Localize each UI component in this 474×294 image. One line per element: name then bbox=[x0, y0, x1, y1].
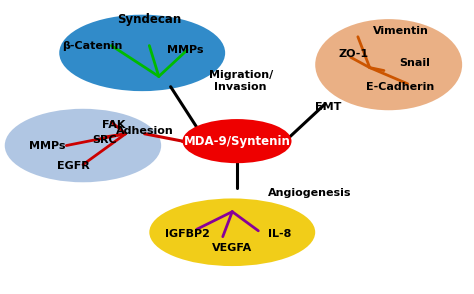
Text: Syndecan: Syndecan bbox=[117, 13, 182, 26]
Ellipse shape bbox=[149, 198, 315, 266]
Text: Adhesion: Adhesion bbox=[116, 126, 173, 136]
Text: Angiogenesis: Angiogenesis bbox=[268, 188, 351, 198]
Ellipse shape bbox=[59, 15, 225, 91]
Text: IL-8: IL-8 bbox=[268, 229, 292, 239]
Text: EGFR: EGFR bbox=[57, 161, 90, 171]
Text: Vimentin: Vimentin bbox=[373, 26, 428, 36]
Text: β-Catenin: β-Catenin bbox=[62, 41, 123, 51]
Ellipse shape bbox=[315, 19, 462, 110]
Text: VEGFA: VEGFA bbox=[212, 243, 252, 253]
Text: SRC: SRC bbox=[92, 135, 117, 145]
Text: EMT: EMT bbox=[315, 102, 342, 112]
Text: IGFBP2: IGFBP2 bbox=[165, 229, 210, 239]
Text: FAK: FAK bbox=[102, 120, 126, 130]
Ellipse shape bbox=[5, 109, 161, 182]
Text: Migration/
Invasion: Migration/ Invasion bbox=[209, 70, 273, 92]
Text: Snail: Snail bbox=[399, 58, 430, 68]
Text: ZO-1: ZO-1 bbox=[338, 49, 368, 59]
Text: MDA-9/Syntenin: MDA-9/Syntenin bbox=[183, 135, 291, 148]
Text: E-Cadherin: E-Cadherin bbox=[366, 82, 435, 92]
Ellipse shape bbox=[182, 119, 292, 163]
Text: MMPs: MMPs bbox=[29, 141, 66, 151]
Text: MMPs: MMPs bbox=[166, 45, 203, 55]
